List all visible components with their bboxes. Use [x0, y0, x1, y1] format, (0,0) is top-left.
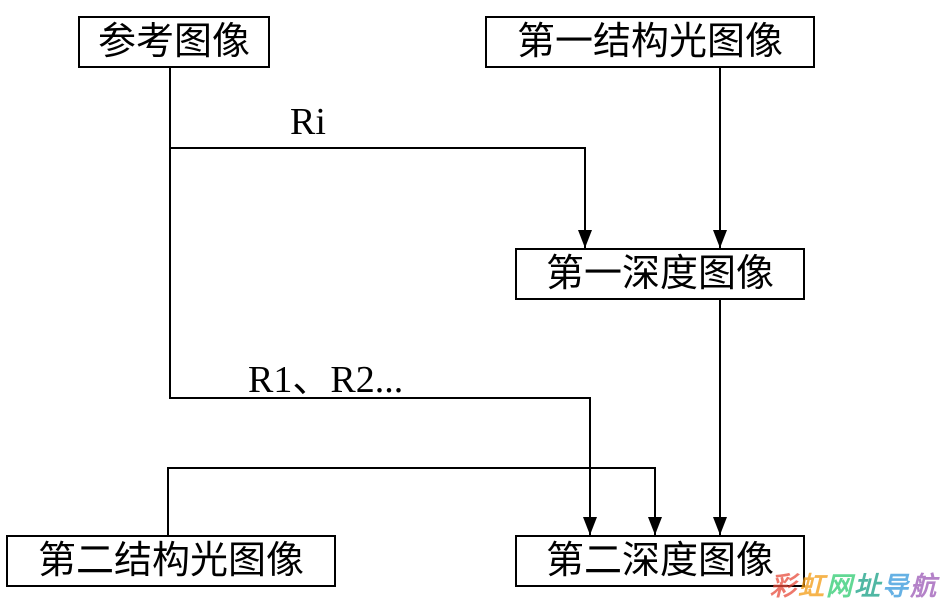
- edge-label-text: R1、R2...: [248, 359, 403, 401]
- arrowhead-depth1-to-depth2: [713, 517, 727, 535]
- edge-sl2-to-depth2: [168, 468, 655, 535]
- node-second-structured-light-image: 第二结构光图像: [6, 535, 336, 587]
- node-label: 第二结构光图像: [38, 542, 304, 580]
- node-label: 第一结构光图像: [517, 23, 783, 61]
- edge-ref-to-depth1: [170, 68, 585, 248]
- edge-label-r1r2: R1、R2...: [248, 348, 403, 403]
- edge-label-text: Ri: [290, 101, 326, 143]
- arrowhead-ref-to-depth2: [583, 517, 597, 535]
- node-reference-image: 参考图像: [78, 16, 270, 68]
- flow-arrows: [0, 0, 945, 602]
- node-first-depth-image: 第一深度图像: [515, 248, 805, 300]
- node-first-structured-light-image: 第一结构光图像: [485, 16, 815, 68]
- arrowhead-sl1-to-depth1: [713, 230, 727, 248]
- node-label: 第一深度图像: [546, 255, 774, 293]
- arrowhead-ref-to-depth1: [578, 230, 592, 248]
- edge-ref-to-depth2: [170, 148, 590, 535]
- node-label: 第二深度图像: [546, 542, 774, 580]
- node-second-depth-image: 第二深度图像: [515, 535, 805, 587]
- edge-label-ri: Ri: [290, 100, 326, 144]
- arrowhead-sl2-to-depth2: [648, 517, 662, 535]
- node-label: 参考图像: [98, 23, 250, 61]
- watermark: 彩虹网址导航: [770, 566, 945, 602]
